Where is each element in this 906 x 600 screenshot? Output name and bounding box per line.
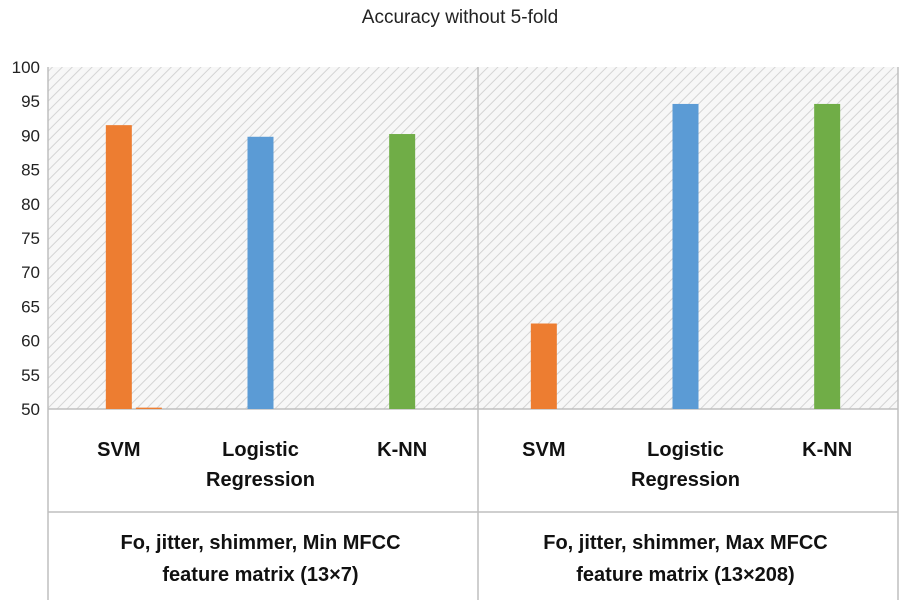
axes: 50 55 60 65 70 75 80 85 90 95 100 bbox=[12, 58, 899, 600]
category-label: Logistic bbox=[647, 439, 724, 461]
y-tick-label: 85 bbox=[21, 161, 40, 180]
y-tick-label: 60 bbox=[21, 332, 40, 351]
category-label: SVM bbox=[97, 439, 140, 461]
group-label: Fo, jitter, shimmer, Min MFCC bbox=[120, 532, 400, 554]
category-label: Regression bbox=[206, 469, 315, 491]
bar bbox=[247, 136, 274, 409]
group-label: feature matrix (13×7) bbox=[162, 564, 358, 586]
bar bbox=[530, 323, 557, 409]
bar bbox=[389, 134, 416, 410]
y-tick-label: 65 bbox=[21, 297, 40, 316]
category-label: Regression bbox=[631, 469, 740, 491]
y-tick-label: 50 bbox=[21, 400, 40, 419]
chart-title: Accuracy without 5-fold bbox=[362, 7, 558, 28]
bar bbox=[135, 407, 162, 409]
y-tick-label: 70 bbox=[21, 263, 40, 282]
category-label: Logistic bbox=[222, 439, 299, 461]
group-label: Fo, jitter, shimmer, Max MFCC bbox=[543, 532, 828, 554]
bars bbox=[105, 103, 841, 410]
bar bbox=[814, 103, 841, 409]
bar bbox=[672, 103, 699, 409]
category-label: SVM bbox=[522, 439, 565, 461]
y-tick-label: 55 bbox=[21, 366, 40, 385]
group-label: feature matrix (13×208) bbox=[576, 564, 794, 586]
bar bbox=[105, 125, 132, 409]
category-label: K-NN bbox=[377, 439, 427, 461]
y-tick-label: 90 bbox=[21, 126, 40, 145]
category-labels: SVM Logistic Regression K-NN Fo, jitter, shi… bbox=[97, 439, 852, 586]
y-tick-label: 100 bbox=[12, 58, 40, 77]
y-tick-label: 80 bbox=[21, 195, 40, 214]
y-tick-label: 75 bbox=[21, 229, 40, 248]
y-tick-label: 95 bbox=[21, 92, 40, 111]
plot-background bbox=[48, 67, 898, 409]
category-label: K-NN bbox=[802, 439, 852, 461]
